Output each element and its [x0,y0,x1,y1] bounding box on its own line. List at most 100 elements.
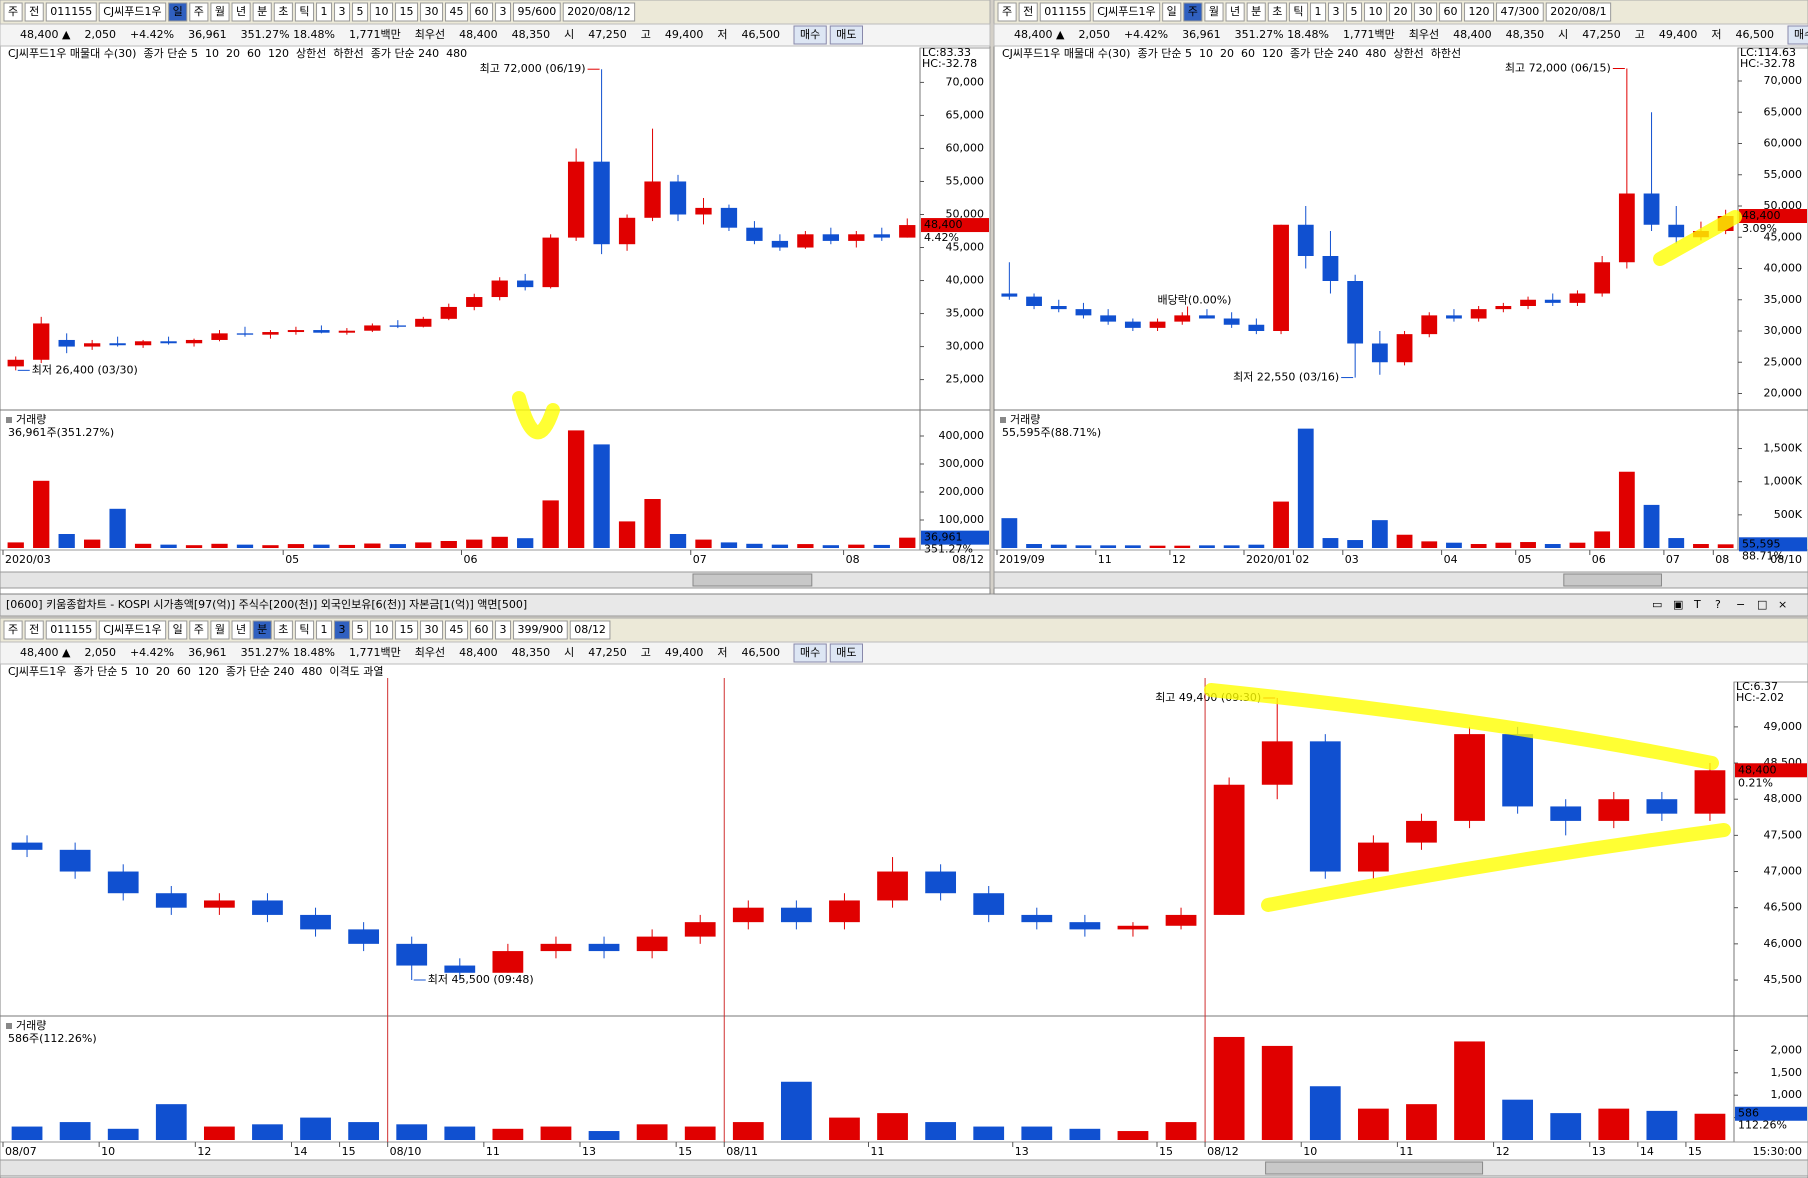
toolbar-button[interactable] [1246,2,1266,22]
toolbar-button-label[interactable]: 주 [1188,5,1198,18]
toolbar-button[interactable] [252,620,272,640]
toolbar-button[interactable] [1288,2,1309,22]
toolbar-button-label[interactable]: 분 [257,5,267,18]
toolbar-button[interactable] [513,620,568,640]
toolbar-button[interactable] [352,620,369,640]
toolbar-button-label[interactable]: 주 [1002,5,1012,18]
toolbar-button[interactable] [45,620,97,640]
window-icon[interactable]: − [1736,598,1745,611]
toolbar-button-label[interactable]: 45 [450,623,464,636]
scrollbar[interactable] [0,1159,1808,1177]
order-button[interactable] [829,25,863,45]
toolbar-button[interactable] [1496,2,1544,22]
toolbar-button[interactable] [370,620,394,640]
window-icon[interactable]: × [1778,598,1787,611]
toolbar-button-label[interactable]: 15 [400,5,414,18]
toolbar-button[interactable] [395,2,419,22]
toolbar-button[interactable] [231,620,251,640]
toolbar-button[interactable] [1204,2,1224,22]
toolbar-button-label[interactable]: 초 [278,5,288,18]
toolbar-button[interactable] [3,620,23,640]
toolbar-button[interactable] [189,2,209,22]
order-button-label[interactable]: 매도 [836,28,856,41]
toolbar-button-label[interactable]: 399/900 [518,623,564,636]
toolbar-button[interactable] [189,620,209,640]
scroll-thumb[interactable] [1563,573,1662,587]
toolbar-button-label[interactable]: 120 [1469,5,1490,18]
toolbar-button-label[interactable]: 10 [375,623,389,636]
toolbar-button-label[interactable]: 45 [450,5,464,18]
scroll-thumb[interactable] [1265,1161,1484,1175]
toolbar-button[interactable] [294,2,315,22]
order-button-label[interactable]: 매도 [836,646,856,659]
toolbar-button[interactable] [168,2,188,22]
toolbar-button[interactable] [294,620,315,640]
toolbar-button-label[interactable]: 15 [400,623,414,636]
toolbar-button-label[interactable]: 011155 [50,5,92,18]
toolbar-button-label[interactable]: 월 [215,623,225,636]
toolbar-button[interactable] [273,620,293,640]
toolbar-button-label[interactable]: 30 [1419,5,1433,18]
window-icon[interactable]: □ [1757,598,1767,611]
toolbar-button[interactable] [562,2,636,22]
toolbar-button-label[interactable]: 일 [173,622,183,636]
toolbar-button-label[interactable]: 일 [173,4,183,18]
toolbar-button-label[interactable]: 5 [1351,5,1358,18]
toolbar-button[interactable] [45,2,97,22]
toolbar-button-label[interactable]: 틱 [1293,5,1303,18]
window-icon[interactable]: ▭ [1652,598,1662,611]
order-button-label[interactable]: 매수 [800,28,820,41]
toolbar-button-label[interactable]: 5 [357,5,364,18]
toolbar-button-label[interactable]: 초 [1272,5,1282,18]
order-button-label[interactable]: 매수 [1794,28,1808,41]
toolbar-button-label[interactable]: 60 [475,623,489,636]
toolbar-button[interactable] [98,2,167,22]
toolbar-button-label[interactable]: CJ씨푸드1우 [103,5,161,18]
window-icon[interactable]: T [1693,598,1701,611]
toolbar-button-label[interactable]: 47/300 [1501,5,1540,18]
toolbar-button[interactable] [470,2,494,22]
toolbar-button-label[interactable]: 60 [1444,5,1458,18]
toolbar-button[interactable] [210,2,230,22]
toolbar-button-label[interactable]: CJ씨푸드1우 [103,623,161,636]
toolbar-button[interactable] [334,2,351,22]
toolbar-button[interactable] [1545,2,1612,22]
order-button-label[interactable]: 매수 [800,646,820,659]
toolbar-button-label[interactable]: 5 [357,623,364,636]
toolbar-button-label[interactable]: 주 [8,623,18,636]
toolbar-button[interactable] [273,2,293,22]
toolbar-button[interactable] [470,620,494,640]
toolbar-button-label[interactable]: 3 [500,623,507,636]
toolbar-button[interactable] [1267,2,1287,22]
toolbar-button[interactable] [231,2,251,22]
scrollbar[interactable] [0,571,991,589]
toolbar-button[interactable] [1346,2,1363,22]
toolbar-button-label[interactable]: 08/12 [574,623,606,636]
toolbar-button[interactable] [395,620,419,640]
toolbar-button-label[interactable]: 년 [1230,5,1240,18]
toolbar-button[interactable] [569,620,611,640]
toolbar-button-label[interactable]: 10 [1369,5,1383,18]
toolbar-button-label[interactable]: 전 [1023,5,1033,18]
toolbar-button[interactable] [1310,2,1327,22]
toolbar-button[interactable] [24,2,44,22]
order-button[interactable] [793,25,827,45]
toolbar-button-label[interactable]: 30 [425,5,439,18]
toolbar-button[interactable] [445,2,469,22]
scrollbar[interactable] [993,571,1808,589]
toolbar-button-label[interactable]: 1 [321,5,328,18]
toolbar-button[interactable] [316,2,333,22]
toolbar-button[interactable] [1414,2,1438,22]
order-button[interactable] [829,643,863,663]
toolbar-button-label[interactable]: 일 [1167,4,1177,18]
toolbar-button[interactable] [3,2,23,22]
toolbar-button-label[interactable]: 전 [29,5,39,18]
toolbar-button-label[interactable]: 월 [215,5,225,18]
toolbar-button[interactable] [513,2,561,22]
toolbar-button[interactable] [1162,2,1182,22]
toolbar-button-label[interactable]: 1 [1315,5,1322,18]
toolbar-button-label[interactable]: 틱 [299,623,309,636]
toolbar-button-label[interactable]: 전 [29,623,39,636]
toolbar-button[interactable] [420,2,444,22]
toolbar-button[interactable] [334,620,351,640]
